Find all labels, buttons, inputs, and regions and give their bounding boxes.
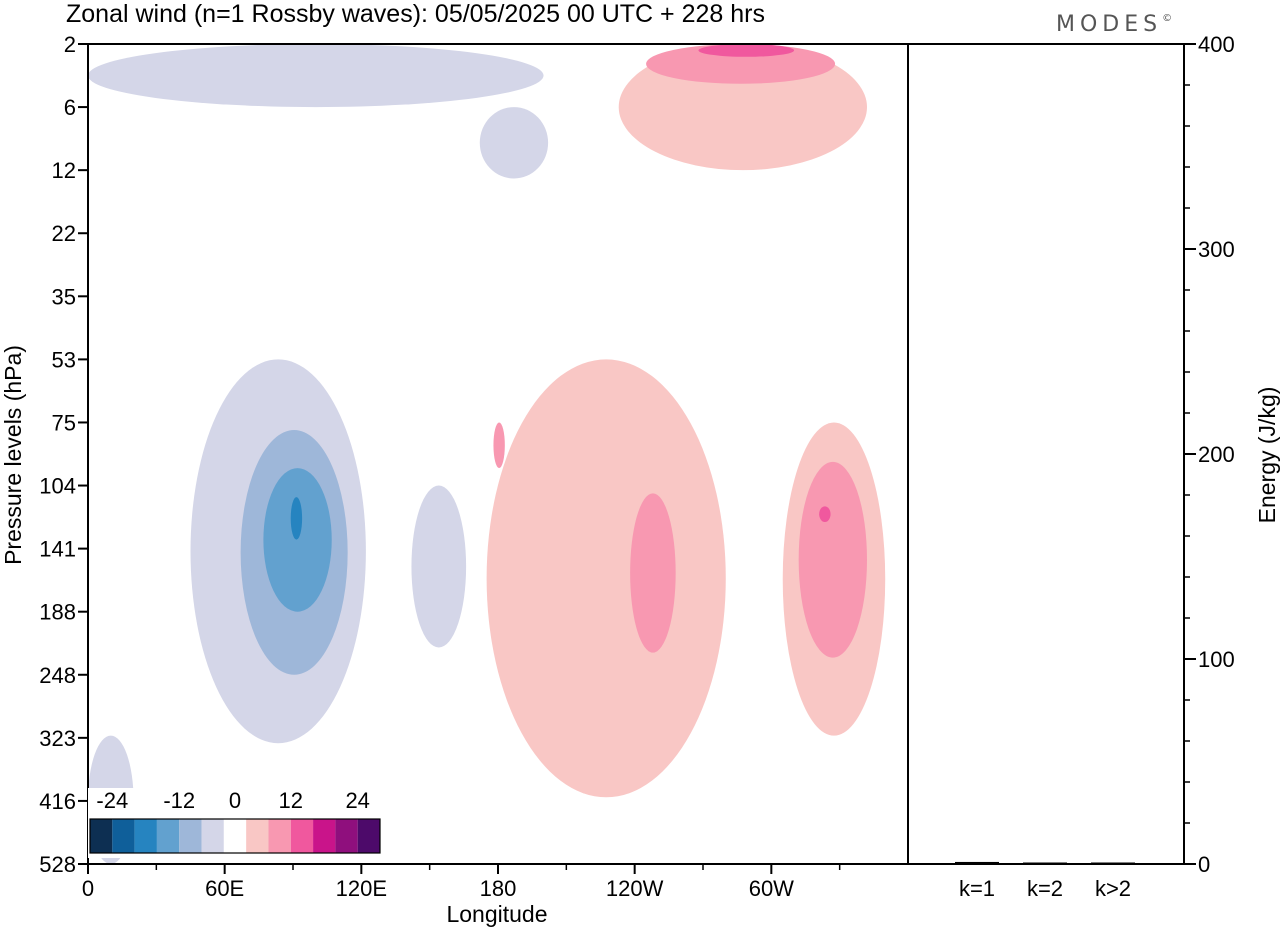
y-tick-label: 22	[52, 221, 76, 246]
contour-region	[493, 422, 505, 469]
modes-logo-mark: ©	[1162, 13, 1172, 24]
colorbar-swatch	[179, 819, 202, 853]
contour-region	[819, 506, 831, 522]
energy-tick-label: 200	[1198, 442, 1235, 467]
contour-region	[698, 44, 795, 57]
modes-logo: MODES©	[1056, 12, 1172, 37]
colorbar-swatch	[223, 819, 247, 853]
colorbar-swatch	[134, 819, 157, 853]
contour-region	[646, 44, 836, 84]
energy-category-label: k=2	[1027, 876, 1063, 901]
y-tick-label: 6	[64, 95, 76, 120]
energy-axis-label: Energy (J/kg)	[1254, 387, 1280, 524]
y-axis: 2 6 12 22 35 53 75 104 141 188 248 323 416 528	[39, 32, 88, 877]
colorbar-swatch	[201, 819, 224, 853]
energy-axis: 0 100 200 300 400	[1184, 32, 1235, 877]
x-tick-label: 120E	[336, 876, 387, 901]
energy-tick-label: 0	[1198, 852, 1210, 877]
colorbar-swatch	[268, 819, 291, 853]
y-tick-label: 416	[39, 789, 76, 814]
colorbar-border	[89, 818, 381, 854]
y-tick-label: 141	[39, 537, 76, 562]
contour-region	[88, 44, 544, 108]
y-tick-label: 248	[39, 663, 76, 688]
contour-region	[798, 461, 867, 658]
colorbar-swatch	[335, 819, 358, 853]
energy-bar	[1023, 862, 1067, 864]
y-tick-label: 35	[52, 284, 76, 309]
contour-region	[486, 359, 726, 798]
colorbar-label: -12	[163, 788, 195, 813]
y-tick-label: 12	[52, 158, 76, 183]
colorbar-label: 0	[229, 788, 241, 813]
x-axis-label: Longitude	[446, 901, 547, 927]
colorbar-swatch	[313, 819, 336, 853]
contour-region	[411, 485, 467, 648]
energy-tick-label: 300	[1198, 237, 1235, 262]
colorbar-label: 12	[279, 788, 303, 813]
y-tick-label: 53	[52, 347, 76, 372]
colorbar-label: -24	[96, 788, 128, 813]
y-tick-label: 2	[64, 32, 76, 57]
colorbar-swatch	[156, 819, 180, 853]
contour-region	[290, 497, 303, 540]
energy-bars: k=1 k=2 k>2	[955, 861, 1135, 901]
modes-logo-text: MODES	[1056, 12, 1162, 37]
x-axis: 0 60E 120E 180 120W 60W	[82, 864, 841, 901]
energy-tick-label: 100	[1198, 647, 1235, 672]
y-tick-label: 188	[39, 600, 76, 625]
contour-region	[479, 107, 549, 179]
colorbar-swatch	[246, 819, 269, 853]
energy-category-label: k=1	[959, 876, 995, 901]
colorbar-swatch	[112, 819, 135, 853]
contour-region	[630, 493, 676, 653]
colorbar-legend: -24 -12 0 12 24	[88, 788, 384, 858]
energy-tick-label: 400	[1198, 32, 1235, 57]
energy-plot-frame	[907, 43, 1185, 865]
x-tick-label: 60W	[749, 876, 794, 901]
chart-title: Zonal wind (n=1 Rossby waves): 05/05/202…	[66, 0, 765, 28]
energy-bar	[1091, 862, 1135, 864]
colorbar-swatch	[90, 819, 113, 853]
x-tick-label: 60E	[205, 876, 244, 901]
colorbar-swatch	[290, 819, 314, 853]
energy-category-label: k>2	[1095, 876, 1131, 901]
x-tick-label: 120W	[606, 876, 664, 901]
y-tick-label: 104	[39, 474, 76, 499]
contour-field	[88, 43, 886, 864]
y-tick-label: 323	[39, 726, 76, 751]
y-axis-label: Pressure levels (hPa)	[0, 345, 26, 565]
colorbar-label: 24	[345, 788, 369, 813]
energy-bar	[955, 861, 999, 864]
x-tick-label: 180	[480, 876, 517, 901]
colorbar-swatch	[357, 819, 380, 853]
contour-region	[263, 468, 332, 612]
y-tick-label: 528	[39, 852, 76, 877]
x-tick-label: 0	[82, 876, 94, 901]
y-tick-label: 75	[52, 410, 76, 435]
